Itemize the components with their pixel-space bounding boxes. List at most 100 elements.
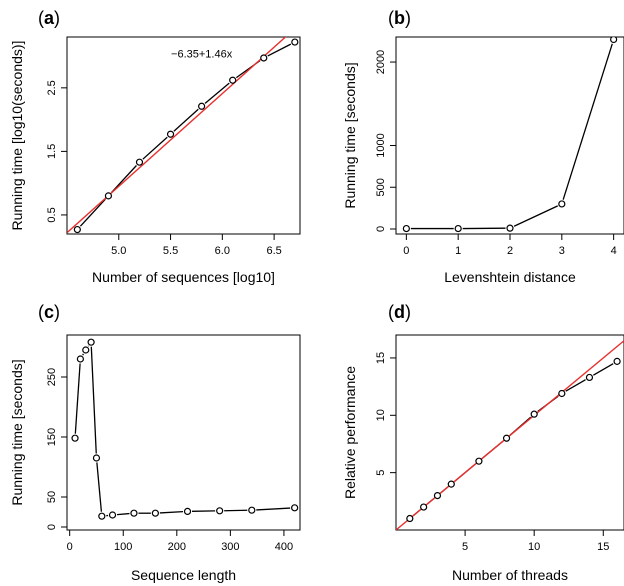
series-segment xyxy=(82,353,85,356)
panel-b: (b) 0 1 2 3 4 0 500 1000 2000 Levenshtein distance… xyxy=(342,8,624,285)
x-axis-title: Number of threads xyxy=(452,567,568,583)
y-tick-label: 500 xyxy=(375,178,387,196)
plot-frame xyxy=(395,334,624,531)
series-segment xyxy=(79,198,106,227)
y-tick-label: 2000 xyxy=(375,50,387,74)
data-point xyxy=(291,38,299,46)
series-segment xyxy=(267,43,292,57)
y-tick-label: 15 xyxy=(375,352,387,364)
data-point xyxy=(82,346,90,354)
x-tick-label: 0 xyxy=(67,541,73,553)
panel-a: (a) 5.0 5.5 6.0 6.5 0.5 1.5 2.5 Number of sequen… xyxy=(9,8,301,285)
x-tick-label: 15 xyxy=(597,541,609,553)
x-tick-label: 300 xyxy=(221,541,239,553)
panel-letter-close: ) xyxy=(405,302,411,322)
series-segment xyxy=(142,136,168,160)
series-segment xyxy=(256,507,291,511)
x-tick-label: 3 xyxy=(559,245,565,257)
x-tick-label: 10 xyxy=(528,541,540,553)
y-tick-label: 2.5 xyxy=(46,80,58,95)
x-tick-label: 6.5 xyxy=(266,245,281,257)
x-tick-label: 5.0 xyxy=(111,245,126,257)
panel-letter-close: ) xyxy=(54,8,60,28)
series-segment xyxy=(74,363,81,434)
x-tick-label: 200 xyxy=(168,541,186,553)
data-point xyxy=(506,224,514,232)
x-axis-title: Number of sequences [log10] xyxy=(92,269,275,285)
series-segment xyxy=(565,379,586,392)
data-point xyxy=(151,509,159,517)
panel-letter: (d) xyxy=(388,302,411,322)
y-axis-title: Running time [seconds] xyxy=(342,62,358,208)
data-point xyxy=(454,224,462,233)
series-segment xyxy=(173,108,199,132)
panel-d: (d) 5 10 15 5 10 15 Number of threads Relative p… xyxy=(342,302,624,583)
plot-frame xyxy=(66,36,301,235)
panel-letter-char: b xyxy=(394,8,405,28)
plot-frame xyxy=(66,334,301,531)
data-point xyxy=(475,457,483,465)
panel-letter: (b) xyxy=(388,8,411,28)
data-point xyxy=(260,54,268,62)
x-tick-label: 5.5 xyxy=(163,245,178,257)
fit-equation: −6.35+1.46x xyxy=(171,48,233,60)
data-point xyxy=(585,373,594,382)
panel-letter-close: ) xyxy=(405,8,411,28)
y-axis-title: Running time [log10(seconds)] xyxy=(9,41,25,231)
series-segment xyxy=(562,43,613,200)
x-axis-title: Levenshtein distance xyxy=(444,269,576,285)
series-segment xyxy=(90,346,97,454)
data-point xyxy=(92,454,101,462)
y-axis-title: Running time [seconds] xyxy=(9,359,25,505)
data-point xyxy=(166,130,175,138)
panel-letter-open: ( xyxy=(388,8,394,28)
data-point xyxy=(558,389,566,398)
series-segment xyxy=(116,512,130,516)
series-segment xyxy=(110,165,137,194)
series-segment xyxy=(513,205,559,227)
x-tick-label: 0 xyxy=(403,245,409,257)
y-tick-label: 5 xyxy=(375,470,387,476)
panel-c: (c) 0 100 200 300 400 0 50 150 250 Sequence length… xyxy=(9,302,301,583)
y-tick-label: 1.5 xyxy=(46,144,58,159)
data-point xyxy=(558,200,566,208)
y-tick-label: 50 xyxy=(46,491,58,503)
data-point xyxy=(406,514,414,523)
x-tick-label: 5 xyxy=(462,541,468,553)
panel-letter-char: c xyxy=(44,302,54,322)
data-point xyxy=(198,102,206,110)
y-axis-title: Relative performance xyxy=(342,366,358,499)
series-segment xyxy=(159,511,184,514)
y-tick-label: 0.5 xyxy=(46,207,58,222)
x-tick-label: 1 xyxy=(455,245,461,257)
series-segment xyxy=(96,462,103,512)
y-tick-label: 0 xyxy=(375,226,387,232)
panel-letter-char: d xyxy=(394,302,405,322)
data-point xyxy=(98,512,106,520)
x-tick-label: 2 xyxy=(507,245,513,257)
x-tick-label: 4 xyxy=(611,245,617,257)
y-tick-label: 0 xyxy=(46,524,58,530)
x-tick-label: 6.0 xyxy=(215,245,230,257)
panel-letter: (c) xyxy=(38,302,60,322)
data-point xyxy=(433,491,442,500)
plot-area xyxy=(67,37,299,234)
data-point xyxy=(87,338,95,346)
y-tick-label: 1000 xyxy=(375,133,387,157)
data-point xyxy=(613,357,621,365)
series-segment xyxy=(204,82,230,104)
data-point xyxy=(291,504,299,512)
panel-letter-open: ( xyxy=(38,302,44,322)
data-point xyxy=(76,355,84,363)
plot-area xyxy=(402,37,618,233)
data-point xyxy=(530,410,538,418)
plot-area xyxy=(396,340,624,530)
plot-area xyxy=(71,338,299,520)
data-point xyxy=(104,192,113,200)
data-point xyxy=(130,509,138,517)
data-point xyxy=(229,76,237,84)
data-point xyxy=(216,507,224,515)
plot-frame xyxy=(395,36,624,235)
data-point xyxy=(183,507,192,515)
